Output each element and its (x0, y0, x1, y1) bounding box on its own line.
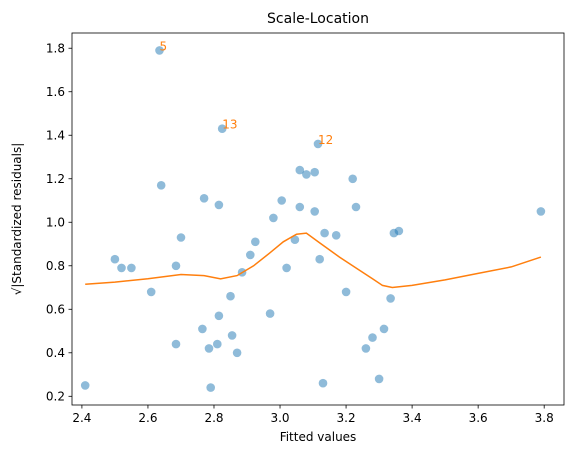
y-tick-label: 0.6 (46, 302, 65, 316)
x-tick-label: 2.8 (204, 411, 223, 425)
x-tick-label: 3.8 (535, 411, 554, 425)
y-tick-label: 1.8 (46, 41, 65, 55)
scatter-point (214, 200, 224, 210)
y-axis-title: √|Standardized residuals| (10, 143, 24, 296)
scatter-point (379, 324, 389, 334)
scatter-point (310, 207, 320, 216)
scatter-point (290, 235, 300, 244)
x-tick-label: 3.4 (403, 411, 422, 425)
y-tick-label: 0.8 (46, 259, 65, 273)
x-tick-label: 3.0 (270, 411, 289, 425)
scatter-point (232, 348, 242, 358)
scatter-point (351, 202, 361, 212)
points-layer (80, 46, 546, 392)
scatter-point (171, 261, 181, 271)
point-annotation: 5 (160, 39, 168, 53)
scatter-point (295, 202, 305, 212)
scatter-point (127, 263, 136, 273)
plot-frame (71, 32, 565, 406)
y-tick-label: 1.4 (46, 128, 65, 142)
scatter-point (217, 124, 227, 133)
scatter-point (320, 228, 329, 238)
y-tick-label: 0.4 (46, 346, 65, 360)
scatter-point (313, 139, 323, 149)
y-ticks: 0.2 0.4 0.6 0.8 1.0 1.2 1.4 1.6 1.8 (46, 41, 72, 403)
scatter-point (251, 237, 260, 247)
scatter-point (269, 213, 278, 223)
y-tick-label: 1.0 (46, 215, 65, 229)
scatter-point (117, 263, 126, 273)
scatter-point (80, 381, 90, 390)
x-tick-label: 2.6 (138, 411, 157, 425)
scatter-point (176, 233, 186, 242)
chart-title: Scale-Location (267, 11, 369, 27)
scatter-point (156, 181, 166, 190)
scatter-point (206, 383, 215, 392)
scatter-point (536, 207, 546, 216)
scatter-point (341, 287, 351, 297)
scatter-point (227, 331, 237, 340)
scatter-point (246, 250, 255, 260)
scatter-point (331, 231, 341, 240)
scatter-point (318, 378, 328, 388)
x-tick-label: 3.6 (469, 411, 488, 425)
scatter-point (198, 324, 207, 334)
annotation-layer: 5 13 12 (160, 39, 334, 146)
y-tick-label: 1.6 (46, 85, 65, 99)
scatter-point (213, 339, 222, 349)
x-tick-label: 3.2 (337, 411, 356, 425)
x-axis-title: Fitted values (280, 430, 357, 444)
scatter-point (171, 339, 181, 349)
y-tick-label: 1.2 (46, 172, 65, 186)
lowess-line (85, 232, 542, 289)
y-tick-label: 0.2 (46, 389, 65, 403)
scatter-point (110, 254, 120, 264)
scatter-point (199, 194, 209, 203)
scatter-point (204, 344, 214, 353)
x-ticks: 2.4 2.6 2.8 3.0 3.2 3.4 3.6 3.8 (72, 405, 554, 425)
scatter-point (386, 294, 395, 303)
lowess-line-layer (85, 232, 542, 289)
scatter-point (361, 344, 371, 353)
scatter-point (265, 309, 275, 318)
scatter-point (348, 174, 358, 184)
scatter-point (310, 167, 320, 177)
scatter-point (277, 196, 287, 205)
scatter-point (214, 311, 224, 321)
plot-area (72, 33, 564, 405)
scatter-point (368, 333, 377, 342)
point-annotation: 13 (222, 118, 237, 132)
scatter-point (226, 291, 235, 301)
scatter-point (374, 374, 384, 384)
scatter-point (295, 165, 305, 175)
scatter-point (146, 287, 156, 297)
scatter-point (315, 254, 325, 264)
scatter-point (394, 226, 404, 236)
scatter-point (155, 46, 164, 55)
scatter-point (302, 170, 311, 179)
point-annotation: 12 (318, 133, 333, 147)
x-tick-label: 2.4 (72, 411, 91, 425)
scatter-point (282, 263, 291, 273)
